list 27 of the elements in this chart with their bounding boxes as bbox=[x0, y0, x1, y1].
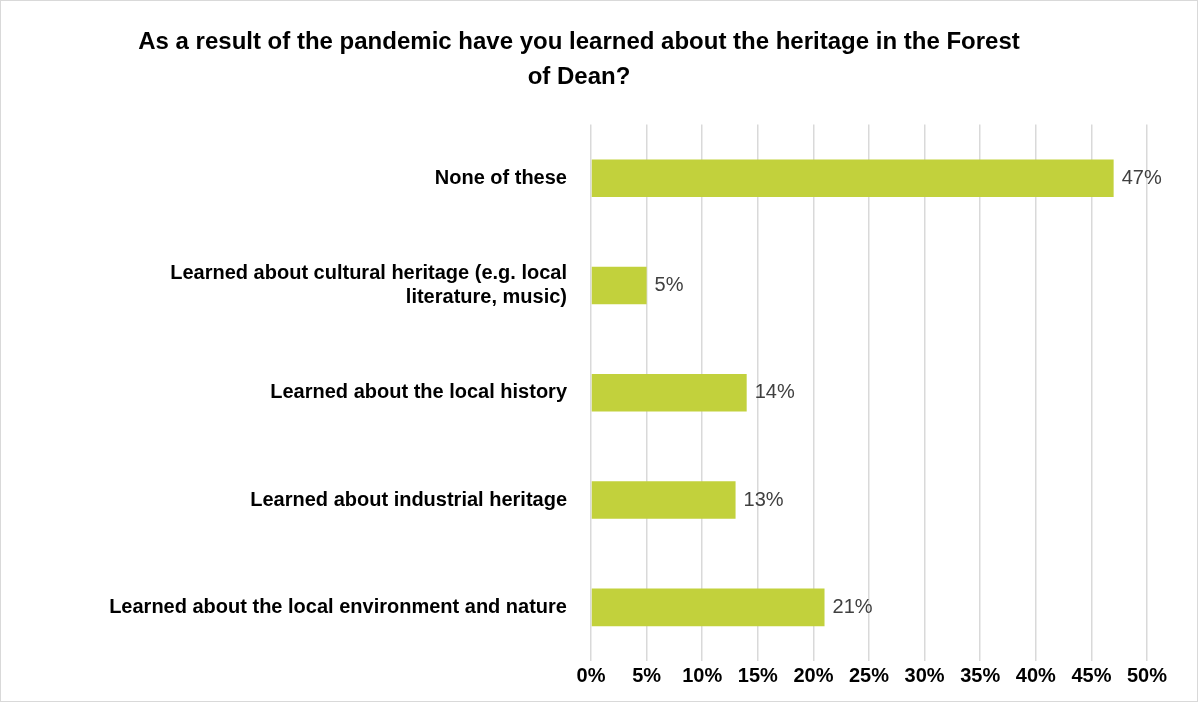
x-tick-label: 25% bbox=[848, 663, 890, 686]
bar bbox=[591, 159, 1114, 198]
x-tick-label: 30% bbox=[904, 663, 945, 686]
x-tick-label: 45% bbox=[1071, 663, 1112, 686]
x-tick-label: 35% bbox=[960, 663, 1001, 686]
data-label: 14% bbox=[754, 380, 795, 403]
data-label: 13% bbox=[743, 487, 784, 510]
y-tick-label: Learned about the local history bbox=[270, 380, 568, 403]
bar bbox=[591, 266, 647, 305]
data-label: 5% bbox=[654, 273, 684, 296]
data-label: 21% bbox=[832, 594, 873, 617]
x-tick-label: 15% bbox=[737, 663, 779, 686]
bar bbox=[591, 374, 747, 412]
x-tick-label: 40% bbox=[1015, 663, 1057, 686]
y-tick-label: Learned about the local environment and nature bbox=[109, 594, 567, 617]
x-tick-label: 20% bbox=[793, 663, 834, 686]
y-tick-label: Learned about cultural heritage (e.g. local literature, music) bbox=[170, 261, 567, 308]
x-tick-label: 5% bbox=[632, 663, 662, 686]
x-tick-label: 50% bbox=[1126, 663, 1168, 686]
x-tick-label: 10% bbox=[682, 663, 723, 686]
bar bbox=[591, 588, 825, 627]
y-tick-label: None of these bbox=[434, 165, 567, 188]
x-tick-label: 0% bbox=[576, 663, 606, 686]
bar bbox=[591, 481, 736, 519]
chart-title: As a result of the pandemic have you learned about the heritage in the Forest of Dean? bbox=[138, 27, 1020, 89]
data-label: 47% bbox=[1121, 165, 1162, 188]
y-tick-label: Learned about industrial heritage bbox=[250, 487, 567, 510]
